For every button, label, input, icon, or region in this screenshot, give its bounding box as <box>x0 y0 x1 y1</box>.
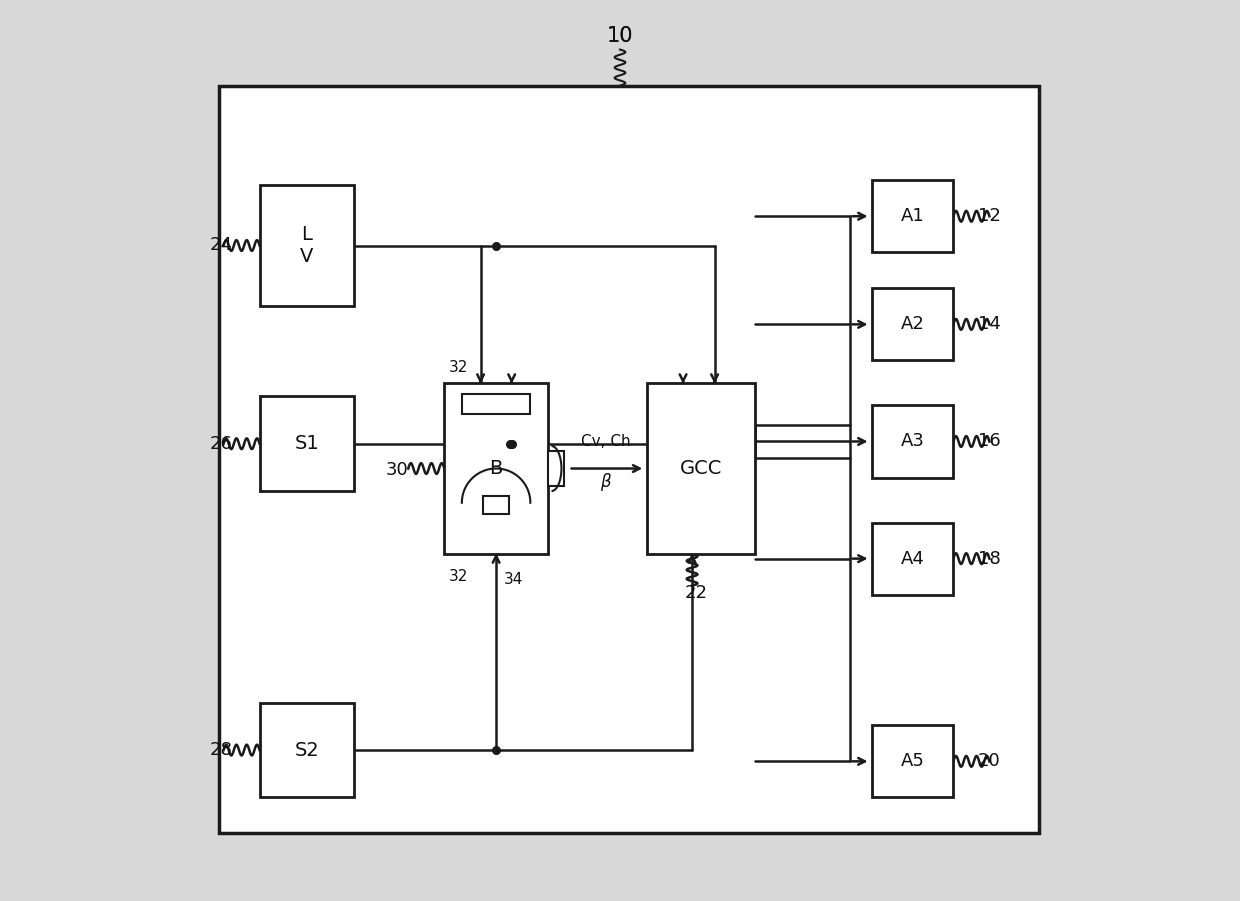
Text: 22: 22 <box>684 584 708 602</box>
FancyBboxPatch shape <box>647 383 755 554</box>
FancyBboxPatch shape <box>872 725 954 797</box>
FancyBboxPatch shape <box>259 396 355 491</box>
Text: 18: 18 <box>978 550 1001 568</box>
Text: 16: 16 <box>978 432 1001 450</box>
FancyBboxPatch shape <box>872 523 954 595</box>
Text: L
V: L V <box>300 225 314 266</box>
Text: 12: 12 <box>978 207 1001 225</box>
Text: 32: 32 <box>449 569 469 584</box>
Text: S1: S1 <box>295 434 319 453</box>
FancyBboxPatch shape <box>219 86 1039 833</box>
FancyBboxPatch shape <box>872 288 954 360</box>
Text: A3: A3 <box>901 432 925 450</box>
Text: 34: 34 <box>503 572 523 587</box>
Text: A1: A1 <box>901 207 925 225</box>
Text: 20: 20 <box>978 752 1001 770</box>
Text: 10: 10 <box>606 26 634 46</box>
Text: 14: 14 <box>978 315 1001 333</box>
FancyBboxPatch shape <box>259 703 355 797</box>
Text: 30: 30 <box>386 461 409 479</box>
FancyBboxPatch shape <box>872 405 954 478</box>
FancyBboxPatch shape <box>259 185 355 306</box>
Text: A2: A2 <box>901 315 925 333</box>
FancyBboxPatch shape <box>548 451 564 486</box>
Text: 28: 28 <box>210 741 232 759</box>
Text: GCC: GCC <box>680 459 722 478</box>
Text: 10: 10 <box>606 26 634 46</box>
FancyBboxPatch shape <box>484 496 508 514</box>
Text: S2: S2 <box>295 741 319 760</box>
Text: A4: A4 <box>901 550 925 568</box>
Text: β: β <box>600 473 611 491</box>
Text: Cv, Ch: Cv, Ch <box>580 434 630 449</box>
Text: 24: 24 <box>210 236 232 254</box>
FancyBboxPatch shape <box>872 180 954 252</box>
Text: B: B <box>490 459 502 478</box>
Text: 32: 32 <box>449 360 469 375</box>
Text: 26: 26 <box>210 435 232 453</box>
FancyBboxPatch shape <box>463 394 529 414</box>
FancyBboxPatch shape <box>444 383 548 554</box>
Text: A5: A5 <box>901 752 925 770</box>
